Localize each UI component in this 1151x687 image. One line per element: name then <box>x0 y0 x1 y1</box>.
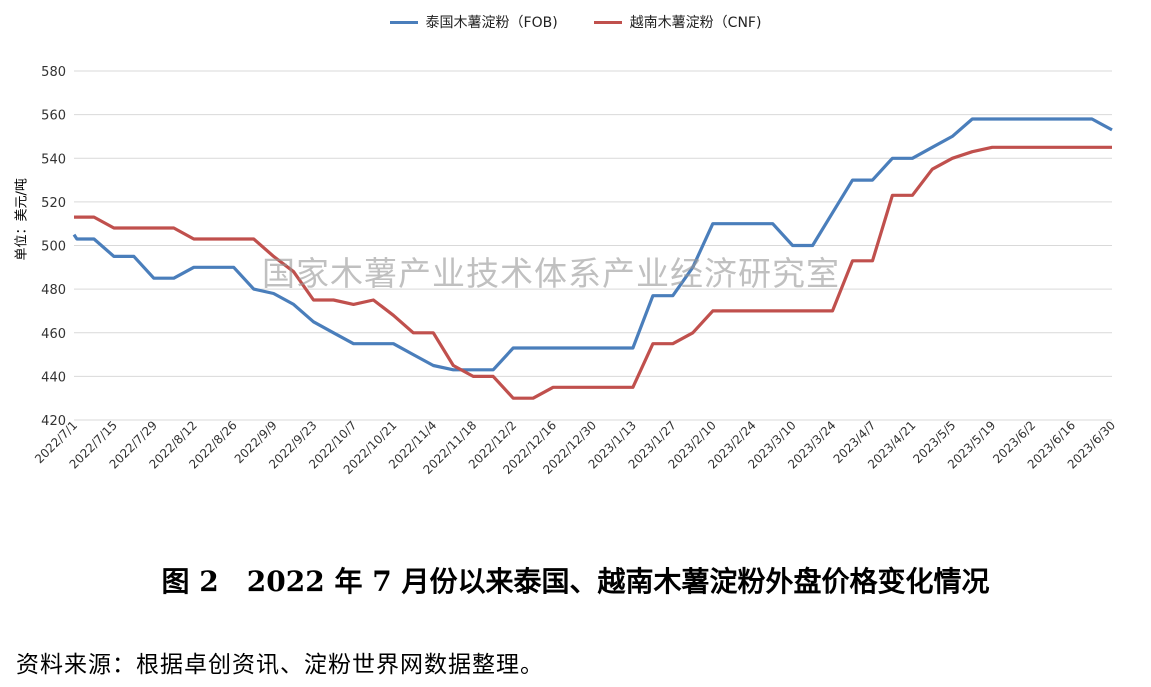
y-tick-label: 580 <box>41 65 66 80</box>
y-axis-label: 单位：美元/吨 <box>14 178 30 261</box>
series-line-thailand-fob <box>72 117 1113 372</box>
y-tick-label: 480 <box>41 283 66 298</box>
source-note: 资料来源：根据卓创资讯、淀粉世界网数据整理。 <box>16 652 544 678</box>
price-line-chart: 420 440 460 480 500 520 540 560 580 2022/7/12022… <box>32 65 1118 477</box>
gridlines <box>74 70 1112 421</box>
figure-caption: 图 2 2022 年 7 月份以来泰国、越南木薯淀粉外盘价格变化情况 <box>0 560 1151 600</box>
y-tick-label: 440 <box>41 370 66 385</box>
x-axis-ticks: 2022/7/12022/7/152022/7/292022/8/122022/… <box>32 418 1118 477</box>
legend-swatch-vietnam <box>593 20 622 24</box>
legend-item-thailand: 泰国木薯淀粉（FOB) <box>389 10 558 34</box>
series-line-vietnam-cnf <box>74 145 1112 400</box>
chart-legend: 泰国木薯淀粉（FOB) 越南木薯淀粉（CNF) <box>0 10 1151 34</box>
y-tick-label: 560 <box>41 109 66 124</box>
y-tick-label: 420 <box>41 414 66 429</box>
figure-caption-text: 2022 年 7 月份以来泰国、越南木薯淀粉外盘价格变化情况 <box>246 565 990 598</box>
figure-caption-label: 图 2 <box>161 565 219 598</box>
series-lines <box>72 117 1113 400</box>
legend-swatch-thailand <box>389 20 418 24</box>
y-tick-label: 540 <box>41 152 66 167</box>
legend-label-thailand: 泰国木薯淀粉（FOB) <box>425 15 558 31</box>
y-tick-label: 500 <box>41 240 66 255</box>
legend-label-vietnam: 越南木薯淀粉（CNF) <box>629 15 762 31</box>
y-tick-label: 520 <box>41 196 66 211</box>
y-tick-label: 460 <box>41 327 66 342</box>
legend-item-vietnam: 越南木薯淀粉（CNF) <box>593 10 762 34</box>
y-axis-ticks: 420 440 460 480 500 520 540 560 580 <box>41 65 66 429</box>
watermark-text: 国家木薯产业技术体系产业经济研究室 <box>262 254 840 293</box>
